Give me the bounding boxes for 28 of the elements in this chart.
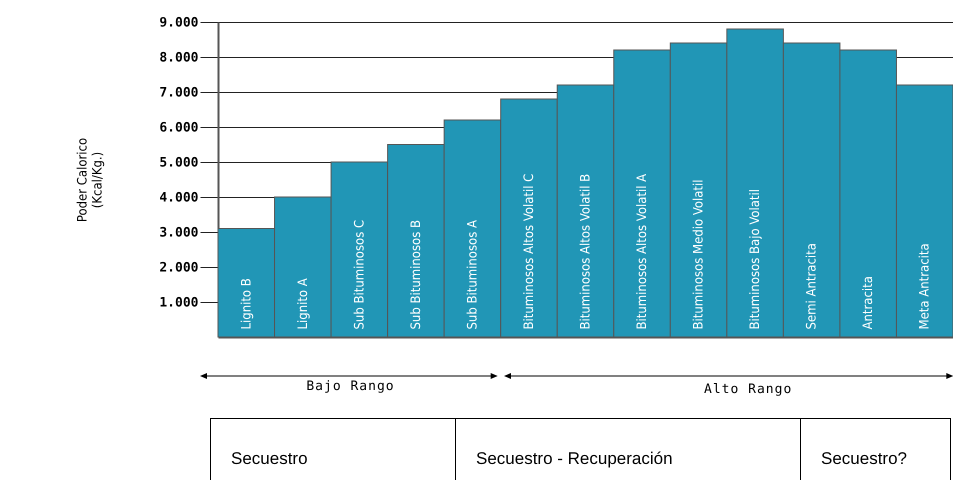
y-tick-label: 9.000 — [159, 16, 199, 30]
y-tick-label: 1.000 — [159, 296, 199, 310]
x-tick-label: Bituminosos Medio Volatil — [692, 179, 707, 330]
y-tick-label: 3.000 — [159, 226, 199, 240]
x-tick-label: Sub Bituminosos A — [465, 220, 480, 330]
x-tick-label: Semi Antracita — [804, 243, 820, 330]
x-tick-label: Bituminosos Altos Volatil C — [522, 174, 537, 330]
y-axis-title: Poder Calorico (Kcal/Kg.) — [75, 138, 106, 222]
x-tick-label: Lignito A — [296, 278, 311, 330]
text: Secuestro? — [801, 419, 951, 480]
y-tick-label: 6.000 — [159, 120, 199, 136]
text: Alto Rango — [704, 382, 792, 397]
x-tick-label: Bituminosos Bajo Volatil — [748, 189, 764, 330]
y-tick-label: 7.000 — [159, 86, 199, 100]
x-tick-label: Sub Bituminosos B — [408, 220, 424, 330]
x-tick-label: Meta Antracita — [918, 243, 933, 330]
text: Secuestro - Recuperación — [456, 419, 801, 480]
y-tick-label: 5.000 — [159, 156, 199, 170]
text: Bajo Rango — [306, 379, 395, 394]
x-tick-label: Bituminosos Altos Volatil B — [578, 174, 594, 330]
x-tick-label: Antracita — [861, 276, 876, 330]
x-tick-label: Bituminosos Altos Volatil A — [635, 174, 650, 330]
x-tick-label: Lignito B — [239, 278, 254, 330]
x-tick-label: Sub Bituminosos C — [352, 220, 368, 330]
y-tick-label: 8.000 — [159, 50, 199, 66]
y-tick-label: 2.000 — [159, 260, 199, 276]
text: Secuestro — [211, 419, 456, 480]
y-tick-label: 4.000 — [159, 190, 199, 206]
